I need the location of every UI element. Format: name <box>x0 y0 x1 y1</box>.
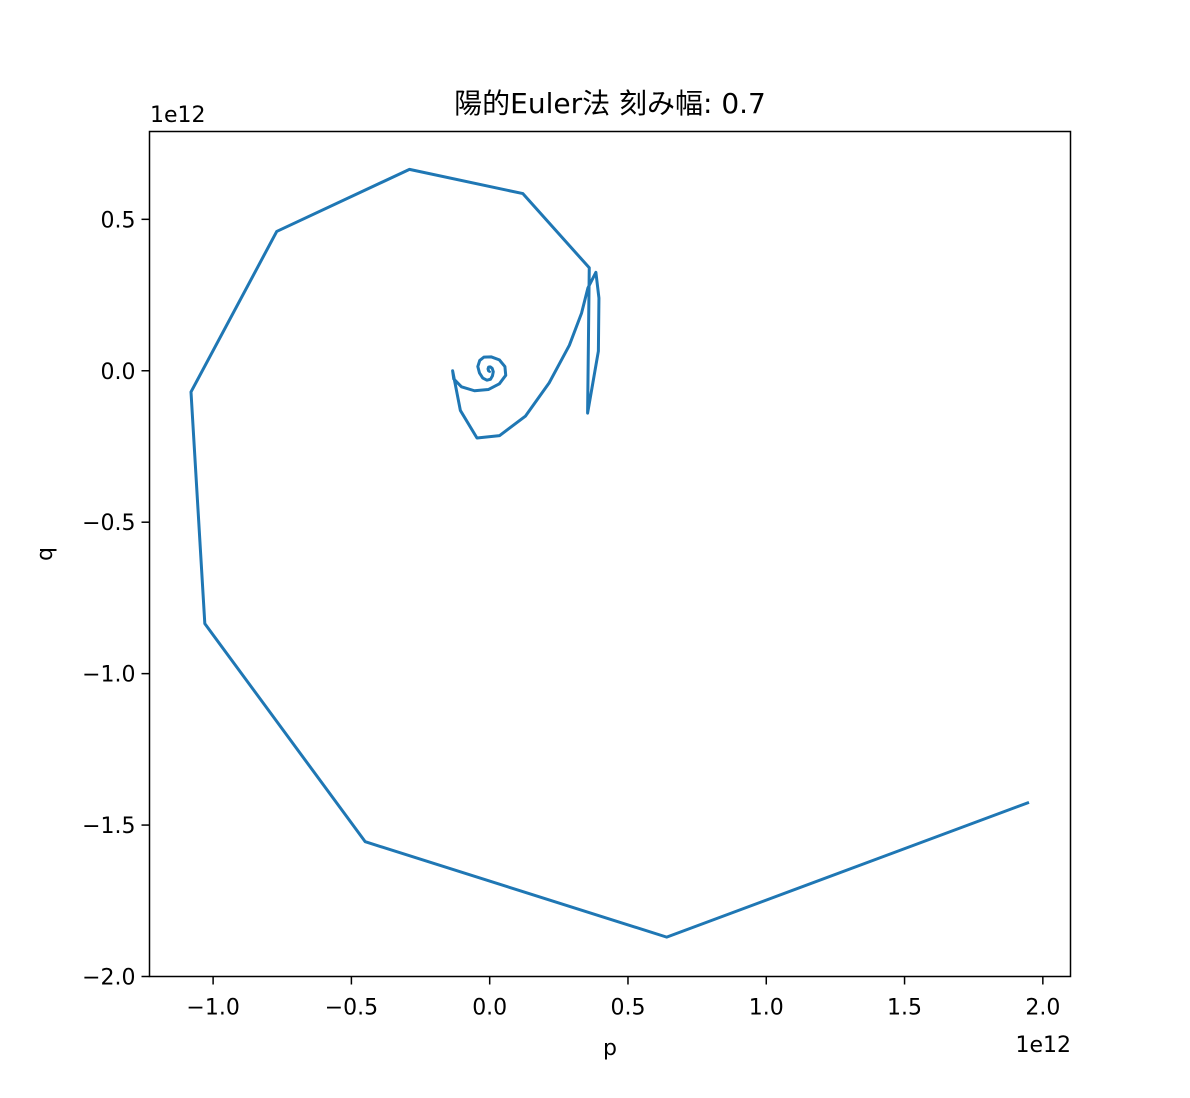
series-line <box>189 167 1030 939</box>
y-tick-label: −1.5 <box>82 814 135 839</box>
x-axis-ticks: −1.0 −0.5 0.0 0.5 1.0 1.5 2.0 <box>186 976 1060 1021</box>
y-axis-ticks: −2.0 −1.5 −1.0 −0.5 0.0 0.5 <box>82 208 150 991</box>
x-tick-label: 1.5 <box>887 996 922 1021</box>
x-tick-label: 1.0 <box>749 996 784 1021</box>
x-axis-label: p <box>603 1036 617 1061</box>
x-tick-label: 0.5 <box>610 996 645 1021</box>
y-tick-label: −2.0 <box>82 966 135 991</box>
y-axis-label: q <box>33 547 58 561</box>
y-tick-label: 0.0 <box>101 360 136 385</box>
x-tick-label: −0.5 <box>325 996 378 1021</box>
chart-title: 陽的Euler法 刻み幅: 0.7 <box>454 87 766 120</box>
y-tick-label: −1.0 <box>82 663 135 688</box>
x-offset-text: 1e12 <box>1015 1033 1071 1058</box>
x-tick-label: −1.0 <box>186 996 239 1021</box>
y-offset-text: 1e12 <box>150 103 206 128</box>
y-tick-label: 0.5 <box>101 208 136 233</box>
y-tick-label: −0.5 <box>82 511 135 536</box>
x-tick-label: 2.0 <box>1025 996 1060 1021</box>
x-tick-label: 0.0 <box>472 996 507 1021</box>
plot-frame <box>148 130 1072 978</box>
